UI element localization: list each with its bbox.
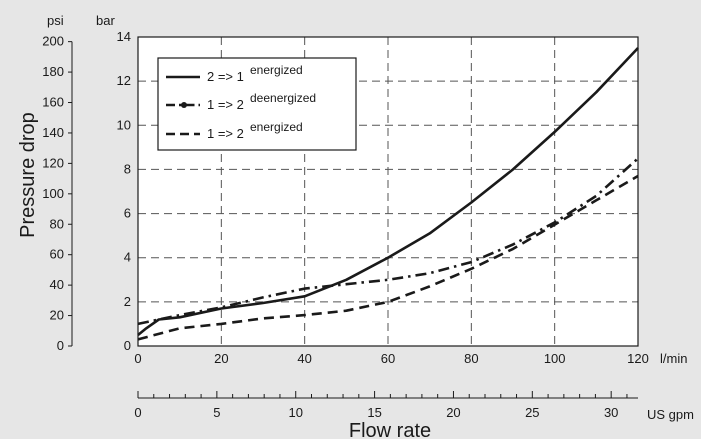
gpm-unit-label: US gpm: [647, 407, 694, 422]
legend-series-2-label: 1 => 2: [207, 97, 244, 112]
y-tick-label-psi: 140: [42, 125, 64, 140]
series-layer: [137, 47, 639, 341]
y-tick-label-psi: 200: [42, 34, 64, 49]
x-tick-label-gpm: 10: [288, 405, 302, 420]
y-tick-label-bar: 0: [124, 338, 131, 353]
legend-series-3-state: energized: [250, 120, 303, 134]
x-tick-label-lmin: 40: [297, 351, 311, 366]
y-tick-label-psi: 20: [50, 308, 64, 323]
y-tick-label-bar: 10: [117, 117, 131, 132]
x-axis-title: Flow rate: [349, 420, 431, 439]
y-tick-label-bar: 12: [117, 73, 131, 88]
x-tick-label-gpm: 25: [525, 405, 539, 420]
y-tick-label-psi: 180: [42, 64, 64, 79]
x-tick-label-lmin: 60: [381, 351, 395, 366]
legend-series-2-state: deenergized: [250, 91, 316, 105]
legend-series-3-label: 1 => 2: [207, 126, 244, 141]
bar-unit-label: bar: [96, 13, 115, 28]
series-line-3: [137, 174, 639, 341]
legend-series-1-label: 2 => 1: [207, 69, 244, 84]
x-tick-label-gpm: 30: [604, 405, 618, 420]
x-tick-label-lmin: 0: [134, 351, 141, 366]
x-tick-label-gpm: 5: [213, 405, 220, 420]
x-tick-label-lmin: 80: [464, 351, 478, 366]
y-tick-label-bar: 8: [124, 161, 131, 176]
y-tick-label-bar: 2: [124, 294, 131, 309]
y-tick-label-psi: 80: [50, 216, 64, 231]
y-tick-label-psi: 40: [50, 277, 64, 292]
series-line-2: [137, 157, 639, 326]
legend-series-1-state: energized: [250, 63, 303, 77]
x-tick-label-lmin: 120: [627, 351, 649, 366]
y-tick-label-psi: 120: [42, 155, 64, 170]
x-tick-label-gpm: 0: [134, 405, 141, 420]
x-tick-label-lmin: 100: [544, 351, 566, 366]
y-tick-label-bar: 4: [124, 250, 131, 265]
x-tick-label-gpm: 15: [367, 405, 381, 420]
y-axis-title: Pressure drop: [17, 112, 39, 238]
y-tick-label-psi: 100: [42, 186, 64, 201]
y-tick-label-psi: 0: [57, 338, 64, 353]
y-tick-label-bar: 6: [124, 206, 131, 221]
lmin-unit-label: l/min: [660, 351, 687, 366]
y-tick-label-psi: 60: [50, 247, 64, 262]
legend: 2 => 1 energized 1 => 2 deenergized 1 =>…: [157, 57, 357, 151]
x-tick-label-gpm: 20: [446, 405, 460, 420]
y-tick-label-psi: 160: [42, 95, 64, 110]
plot-frame: [137, 36, 639, 347]
x-tick-label-lmin: 20: [214, 351, 228, 366]
y-tick-label-bar: 14: [117, 29, 131, 44]
legend-swatch-marker: [181, 102, 187, 108]
psi-unit-label: psi: [47, 13, 64, 28]
